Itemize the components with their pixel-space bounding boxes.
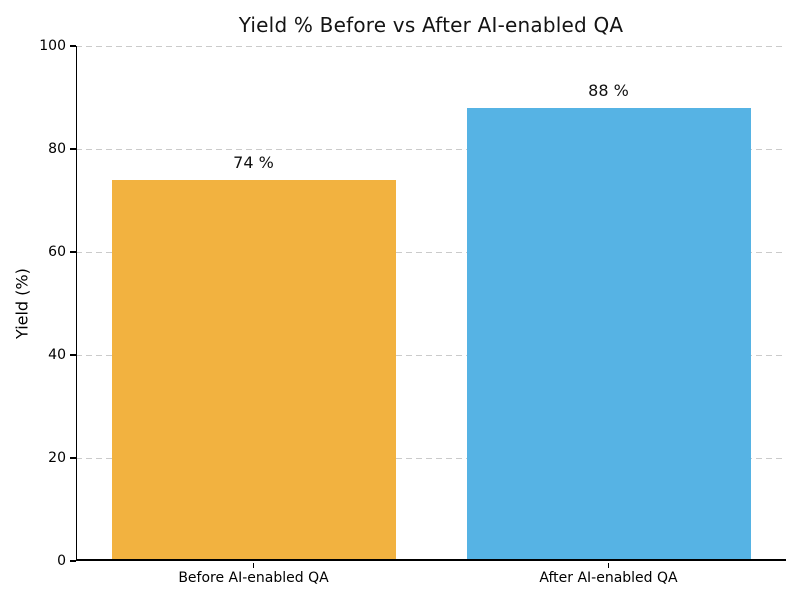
bar	[111, 179, 396, 561]
gridline	[76, 148, 786, 150]
gridline	[76, 457, 786, 459]
y-tick-label: 60	[48, 244, 66, 260]
bar-value-label: 74 %	[233, 152, 274, 172]
bar-value-label: 88 %	[588, 80, 629, 100]
gridline	[76, 45, 786, 47]
y-tick-mark	[70, 457, 76, 459]
y-tick-mark	[70, 560, 76, 562]
y-tick-label: 0	[57, 553, 66, 569]
y-tick-mark	[70, 148, 76, 150]
x-tick-mark	[252, 563, 255, 568]
x-tick-mark	[607, 563, 610, 568]
y-tick-mark	[70, 354, 76, 356]
y-tick-mark	[70, 251, 76, 253]
gridline	[76, 354, 786, 356]
y-tick-label: 40	[48, 347, 66, 363]
gridline	[76, 251, 786, 253]
x-tick-label: Before AI-enabled QA	[178, 570, 329, 586]
x-tick-label: After AI-enabled QA	[539, 570, 678, 586]
y-tick-label: 80	[48, 141, 66, 157]
bar	[466, 107, 751, 561]
chart-title: Yield % Before vs After AI-enabled QA	[238, 13, 624, 37]
y-tick-label: 20	[48, 450, 66, 466]
y-tick-label: 100	[39, 38, 66, 54]
y-tick-mark	[70, 45, 76, 47]
